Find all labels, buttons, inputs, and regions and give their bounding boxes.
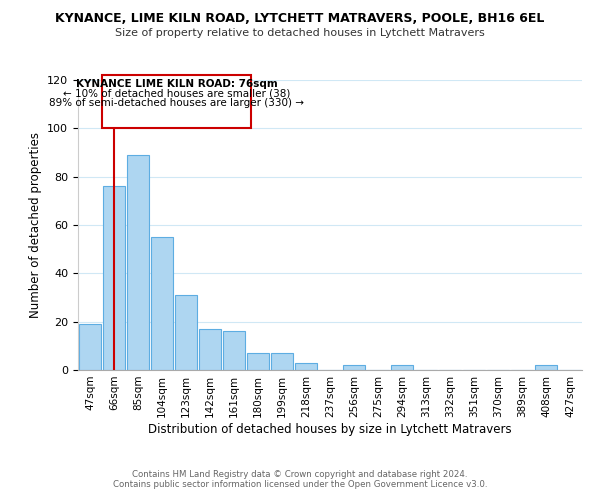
Bar [151, 237, 173, 370]
Bar [391, 365, 413, 370]
Bar [127, 155, 149, 370]
Bar [295, 363, 317, 370]
Bar [535, 365, 557, 370]
Text: 89% of semi-detached houses are larger (330) →: 89% of semi-detached houses are larger (… [49, 98, 304, 108]
X-axis label: Distribution of detached houses by size in Lytchett Matravers: Distribution of detached houses by size … [148, 422, 512, 436]
FancyBboxPatch shape [102, 75, 251, 128]
Bar [79, 324, 101, 370]
Text: KYNANCE, LIME KILN ROAD, LYTCHETT MATRAVERS, POOLE, BH16 6EL: KYNANCE, LIME KILN ROAD, LYTCHETT MATRAV… [55, 12, 545, 26]
Text: KYNANCE LIME KILN ROAD: 76sqm: KYNANCE LIME KILN ROAD: 76sqm [76, 79, 277, 89]
Bar [103, 186, 125, 370]
Bar [175, 295, 197, 370]
Text: Contains HM Land Registry data © Crown copyright and database right 2024.: Contains HM Land Registry data © Crown c… [132, 470, 468, 479]
Bar [343, 365, 365, 370]
Text: Contains public sector information licensed under the Open Government Licence v3: Contains public sector information licen… [113, 480, 487, 489]
Y-axis label: Number of detached properties: Number of detached properties [29, 132, 41, 318]
Text: Size of property relative to detached houses in Lytchett Matravers: Size of property relative to detached ho… [115, 28, 485, 38]
Bar [271, 353, 293, 370]
Text: ← 10% of detached houses are smaller (38): ← 10% of detached houses are smaller (38… [63, 88, 290, 99]
Bar [199, 329, 221, 370]
Bar [223, 332, 245, 370]
Bar [247, 353, 269, 370]
